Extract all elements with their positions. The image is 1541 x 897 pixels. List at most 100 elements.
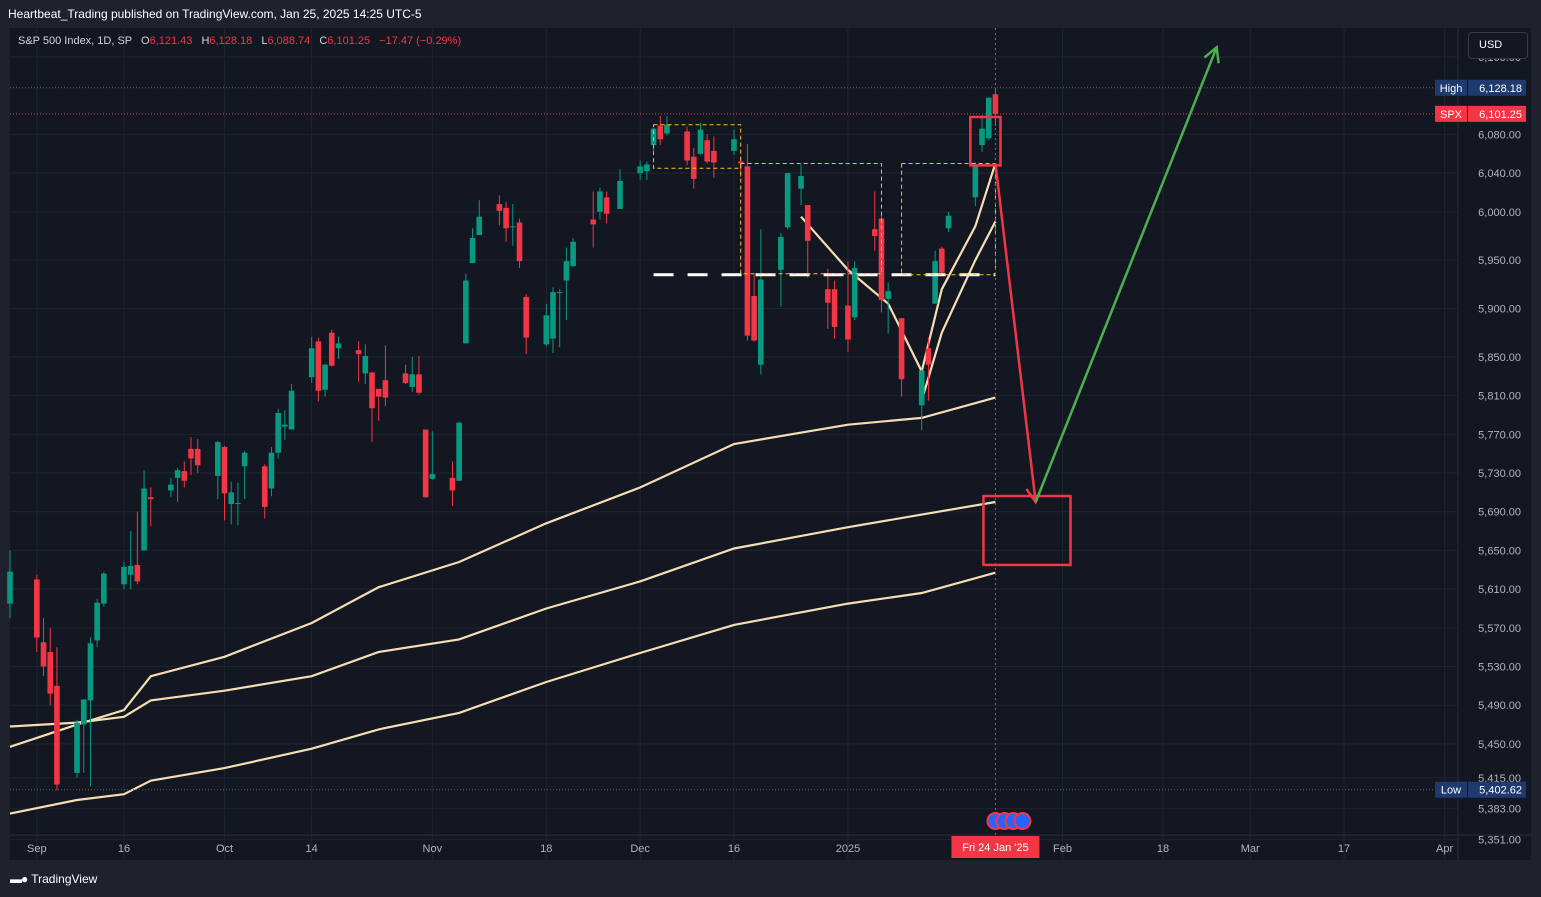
candle-body (101, 573, 107, 604)
price-tick-label: 5,530.00 (1478, 662, 1521, 674)
price-tick-label: 6,080.00 (1478, 129, 1521, 141)
moving-average-ma-2 (9, 500, 996, 728)
candle-body (402, 373, 409, 384)
grid (10, 28, 1458, 860)
candle-body (429, 473, 436, 479)
candle-body (737, 161, 744, 164)
candle-body (221, 446, 228, 494)
time-tick-label: 2025 (836, 843, 860, 855)
candle-body (134, 564, 141, 582)
drawings (653, 28, 1220, 835)
candle-body (945, 215, 952, 229)
change-value: −17.47 (−0.29%) (379, 35, 462, 47)
cursor-date-label: Fri 24 Jan '25 (962, 842, 1028, 854)
ohlc-legend: S&P 500 Index, 1D, SP O6,121.43 H6,128.1… (18, 35, 461, 47)
candle-body (74, 722, 80, 773)
time-tick-label: Nov (423, 843, 443, 855)
candle-body (778, 236, 784, 270)
candle-body (308, 348, 315, 378)
candle-body (80, 699, 87, 725)
candle-body (261, 466, 268, 507)
open-label: O (141, 35, 150, 47)
candle-body (375, 388, 382, 397)
candle-body (644, 164, 650, 172)
candle-body (590, 219, 597, 225)
candle-body (979, 128, 985, 146)
candle-body (328, 332, 335, 366)
candle-body (871, 229, 878, 236)
tradingview-logo-icon: ▬● (10, 872, 28, 886)
price-tick-label: 5,810.00 (1478, 391, 1521, 403)
time-tick-label: Feb (1053, 843, 1072, 855)
candle-body (315, 341, 322, 391)
candle-body (194, 448, 201, 466)
price-tick-label: 5,610.00 (1478, 584, 1521, 596)
candle-body (798, 176, 804, 189)
candle-body (476, 216, 483, 236)
candle-body (174, 470, 181, 478)
candle-body (275, 413, 281, 453)
candle-body (509, 226, 516, 228)
candle-body (188, 448, 194, 459)
candle-body (181, 471, 188, 481)
candle-body (664, 124, 670, 134)
candle-body (503, 207, 509, 229)
candle-body (932, 261, 938, 304)
candle-body (7, 571, 13, 604)
candle-body (147, 497, 154, 500)
candle-body (878, 218, 885, 300)
chart-panel[interactable] (10, 28, 1531, 860)
high-value: 6,128.18 (209, 35, 253, 47)
tradingview-brand[interactable]: ▬● TradingView (10, 872, 97, 886)
candle-body (288, 390, 295, 430)
candle-body (335, 343, 342, 349)
candle-body (416, 374, 422, 393)
candle-body (268, 452, 275, 489)
price-tick-label: 5,850.00 (1478, 352, 1521, 364)
time-tick-label: 18 (1157, 843, 1169, 855)
candle-body (469, 237, 476, 264)
close-value: 6,101.25 (327, 35, 371, 47)
moving-average-ma-1 (9, 396, 996, 748)
candle-body (617, 180, 623, 209)
candle-body (496, 204, 503, 211)
candle-body (603, 197, 610, 214)
breakout-box (969, 115, 1002, 167)
candle-body (409, 374, 416, 387)
low-value: 6,088.74 (267, 35, 311, 47)
down-arrow-shaft (994, 163, 1037, 503)
price-tick-label: 5,570.00 (1478, 623, 1521, 635)
candle-body (898, 318, 905, 380)
candle-body (121, 566, 127, 585)
price-tick-label: 5,650.00 (1478, 545, 1521, 557)
badge-label-bg (1435, 105, 1467, 122)
symbol-label: S&P 500 Index, 1D, SP (18, 35, 132, 47)
price-tick-label: 5,383.00 (1478, 804, 1521, 816)
candle-body (939, 248, 945, 273)
candle-body (657, 125, 664, 140)
badge-value-bg (1468, 79, 1526, 96)
badge-label: High (1440, 83, 1463, 95)
brand-label: TradingView (31, 872, 98, 886)
time-axis[interactable]: Sep 16 Oct 14 Nov 18 Dec 16 2025 Feb 18 Mar 17 Apr (10, 834, 1531, 855)
candle-body (845, 305, 851, 340)
candle-body (215, 442, 221, 476)
candle-body (650, 128, 657, 146)
currency-button[interactable]: USD (1468, 32, 1528, 59)
candle-body (422, 429, 429, 498)
candle-body (697, 129, 704, 154)
candle-body (704, 140, 710, 162)
candle-body (758, 279, 764, 365)
candle-body (597, 191, 603, 212)
candle-body (235, 503, 241, 505)
publish-info: Heartbeat_Trading published on TradingVi… (8, 7, 422, 21)
price-axis[interactable]: 6,160.006,080.006,040.006,000.005,950.00… (1457, 28, 1531, 860)
candle-body (369, 372, 375, 409)
candle-body (516, 222, 523, 262)
candle-body (382, 380, 389, 398)
candle-body (851, 267, 858, 318)
candle-body (168, 484, 174, 491)
candle-body (463, 280, 469, 344)
price-tick-label: 5,490.00 (1478, 700, 1521, 712)
